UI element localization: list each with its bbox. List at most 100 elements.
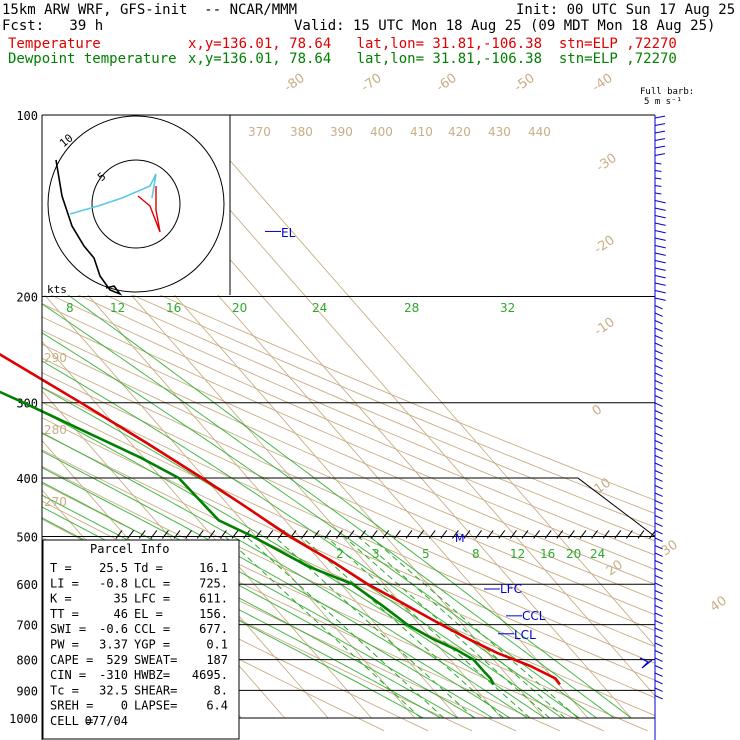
isotherm bbox=[42, 340, 372, 719]
hatch-mark bbox=[440, 530, 448, 539]
mixing-ratio-line bbox=[224, 536, 422, 719]
hatch-mark bbox=[509, 530, 517, 539]
wind-barb bbox=[654, 417, 663, 422]
wind-barb bbox=[654, 290, 666, 294]
wind-barb bbox=[654, 612, 663, 617]
wind-barb bbox=[654, 665, 663, 670]
lfc-label: LFC bbox=[500, 582, 522, 596]
background-lines bbox=[42, 115, 655, 732]
wind-barb bbox=[654, 462, 663, 467]
mixing-ratio-line bbox=[369, 536, 579, 719]
parcel-title: Parcel Info bbox=[90, 542, 169, 556]
hatch-mark bbox=[579, 530, 587, 539]
wind-barb bbox=[654, 582, 663, 587]
hodograph-units: kts bbox=[47, 283, 67, 296]
mixing-ratio-line bbox=[343, 536, 550, 719]
mixing-ratio-line bbox=[357, 536, 566, 719]
mixing-ratio-line bbox=[301, 536, 504, 719]
wind-barb bbox=[654, 485, 663, 490]
parcel-info-box: Parcel Info T = 25.5 Td = 16.1 LI = -0.8 LCL = 7… bbox=[42, 539, 240, 740]
mixing-label-lower: 12 bbox=[510, 547, 525, 561]
hatch-mark bbox=[393, 530, 401, 539]
hatch-mark bbox=[335, 530, 343, 539]
isotherm-label: -80 bbox=[282, 71, 308, 95]
mixing-label-upper: 24 bbox=[312, 301, 327, 315]
dry-adiabat bbox=[42, 372, 655, 648]
wind-barb bbox=[654, 260, 666, 264]
dry-adiabat bbox=[42, 343, 655, 616]
wind-barb bbox=[654, 192, 662, 195]
wind-barb bbox=[654, 177, 662, 180]
temperature-line bbox=[0, 352, 561, 686]
wind-barb bbox=[654, 515, 663, 520]
hatch-mark bbox=[521, 530, 529, 539]
mixing-label-lower: 3 bbox=[372, 547, 380, 561]
hatch-mark bbox=[544, 530, 552, 539]
parcel-key: K = bbox=[50, 592, 72, 606]
isotherm-label: -50 bbox=[512, 71, 538, 95]
wind-barb bbox=[654, 207, 666, 211]
dry-adiabat bbox=[42, 290, 655, 556]
mixing-label-upper: 32 bbox=[500, 301, 515, 315]
parcel-key2: LFC = bbox=[134, 592, 170, 606]
wind-barb bbox=[654, 642, 663, 647]
init-time: Init: 00 UTC Sun 17 Aug 25 bbox=[516, 2, 736, 18]
pressure-label-200: 200 bbox=[16, 291, 38, 305]
mixing-label-upper: 8 bbox=[66, 301, 74, 315]
isotherm bbox=[146, 115, 655, 697]
el-label: EL bbox=[281, 226, 296, 240]
hatch-mark bbox=[150, 530, 158, 539]
dry-adiabat bbox=[42, 465, 604, 732]
wind-barb bbox=[654, 672, 663, 677]
dewpoint-line bbox=[0, 390, 495, 686]
pressure-label-600: 600 bbox=[16, 578, 38, 592]
wind-barb bbox=[654, 350, 663, 355]
parcel-key: PW = bbox=[50, 638, 79, 652]
barb-label-line1: Full barb: bbox=[640, 87, 694, 97]
hatch-mark bbox=[486, 530, 494, 539]
hatch-mark bbox=[614, 530, 622, 539]
parcel-key2: SHEAR= bbox=[134, 683, 177, 697]
hatch-mark bbox=[533, 530, 540, 539]
theta-label: 290 bbox=[44, 351, 67, 365]
parcel-key2: LCL = bbox=[134, 576, 170, 590]
pressure-label-700: 700 bbox=[16, 619, 38, 633]
mixing-ratio-line bbox=[245, 536, 445, 719]
legend-temperature: Temperature bbox=[8, 36, 101, 52]
valid-time: Valid: 15 UTC Mon 18 Aug 25 (09 MDT Mon … bbox=[294, 18, 716, 34]
wind-barb bbox=[654, 327, 663, 332]
theta-label: 370 bbox=[248, 125, 271, 139]
hatch-mark bbox=[115, 530, 123, 539]
wind-barb bbox=[654, 635, 663, 640]
hatch-mark bbox=[463, 530, 471, 539]
wind-barb bbox=[654, 552, 663, 557]
hatch-mark bbox=[602, 530, 610, 539]
theta-label: 410 bbox=[410, 125, 433, 139]
wind-barb bbox=[654, 230, 666, 234]
isotherm-label: 20 bbox=[604, 557, 626, 579]
wind-barb bbox=[654, 372, 663, 377]
wind-barb bbox=[654, 245, 666, 249]
wind-barb bbox=[654, 402, 663, 407]
pressure-label-1000: 1000 bbox=[9, 712, 38, 726]
moist-adiabat bbox=[42, 481, 476, 719]
parcel-key: SWI = bbox=[50, 622, 86, 636]
moist-adiabat bbox=[42, 450, 511, 719]
dry-adiabat bbox=[42, 401, 655, 681]
wind-barb bbox=[654, 575, 663, 580]
hatch-mark bbox=[417, 530, 425, 539]
wind-barb bbox=[654, 138, 666, 141]
hatch-mark bbox=[185, 530, 193, 539]
wind-barb bbox=[654, 620, 663, 625]
hatch-mark bbox=[231, 530, 239, 539]
wind-barb bbox=[654, 365, 663, 370]
mixing-label-lower: 5 bbox=[422, 547, 430, 561]
theta-label: 270 bbox=[44, 495, 67, 509]
wind-barb bbox=[654, 687, 663, 692]
hodograph-rings bbox=[47, 115, 225, 296]
parcel-key2: HWBZ= bbox=[134, 668, 170, 682]
wind-barb bbox=[654, 590, 663, 595]
wind-barb bbox=[654, 425, 663, 430]
parcel-value2: 187 bbox=[206, 653, 228, 667]
